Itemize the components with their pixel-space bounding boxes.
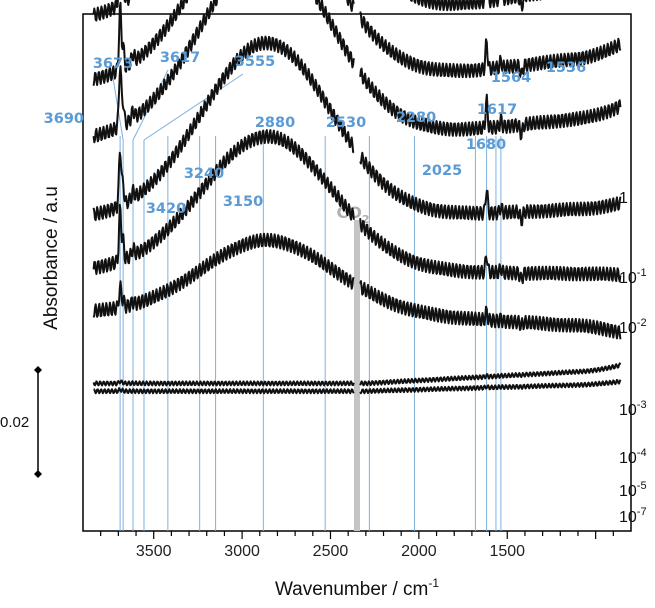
annotation-label: 3555 — [235, 54, 275, 70]
series-label: 10-5 — [619, 480, 647, 500]
annotation-leader — [143, 73, 244, 141]
annotation-label: 3673 — [93, 56, 133, 72]
series-line — [93, 379, 622, 395]
annotation-label: 3617 — [160, 50, 200, 66]
x-tick-label: 3500 — [136, 543, 172, 560]
co2-band — [354, 220, 360, 531]
annotation-label: 3690 — [44, 111, 84, 127]
x-tick-label: 2000 — [401, 543, 437, 560]
x-axis: 3500 3000 2500 2000 1500 — [100, 531, 614, 560]
annotation-label: 2530 — [326, 115, 366, 131]
annotation-label: 3240 — [184, 166, 224, 182]
series-line — [92, 35, 622, 227]
series-lines — [92, 0, 622, 395]
series-line — [92, 362, 622, 387]
series-label: 1 — [619, 190, 628, 207]
series-labels: 1 10-1 10-2 10-3 10-4 10-5 10-7 — [619, 190, 647, 526]
series-label: 10-1 — [619, 267, 647, 287]
x-axis-label-superscript: -1 — [428, 576, 439, 590]
annotation-label: 1564 — [491, 70, 531, 86]
scale-bar-label: 0.02 — [0, 414, 29, 431]
annotation-label: 1617 — [477, 102, 517, 118]
x-tick-label: 2500 — [313, 543, 349, 560]
y-axis-label: Absorbance / a.u — [41, 186, 62, 330]
series-label: 10-7 — [619, 506, 647, 526]
series-label: 10-3 — [619, 399, 647, 419]
x-tick-label: 3000 — [224, 543, 260, 560]
x-axis-label: Wavenumber / cm-1 — [275, 576, 439, 600]
series-label: 10-4 — [619, 447, 647, 467]
annotation-lines — [112, 69, 502, 531]
x-tick-label: 1500 — [489, 543, 525, 560]
scale-bar: 0.02 — [0, 366, 42, 478]
annotation-label: 2880 — [255, 115, 295, 131]
series-line — [92, 0, 622, 86]
scale-bar-bottom-marker — [34, 470, 42, 478]
annotation-label: 3150 — [223, 194, 263, 210]
annotation-label: 1536 — [546, 60, 586, 76]
series-label: 10-2 — [619, 317, 647, 337]
annotation-labels: 3690 3673 3617 3555 3420 3240 3150 2880 2530 2280… — [44, 50, 587, 217]
annotation-label: 2280 — [396, 110, 436, 126]
scale-bar-top-marker — [34, 366, 42, 374]
annotation-label: 2025 — [422, 163, 462, 179]
series-line — [92, 129, 622, 285]
series-line — [92, 0, 544, 22]
series-line — [92, 0, 622, 144]
co2-subscript: 2 — [362, 213, 370, 226]
series-line — [92, 232, 622, 340]
annotation-label: 1680 — [466, 137, 506, 153]
annotation-label: 3420 — [146, 201, 186, 217]
